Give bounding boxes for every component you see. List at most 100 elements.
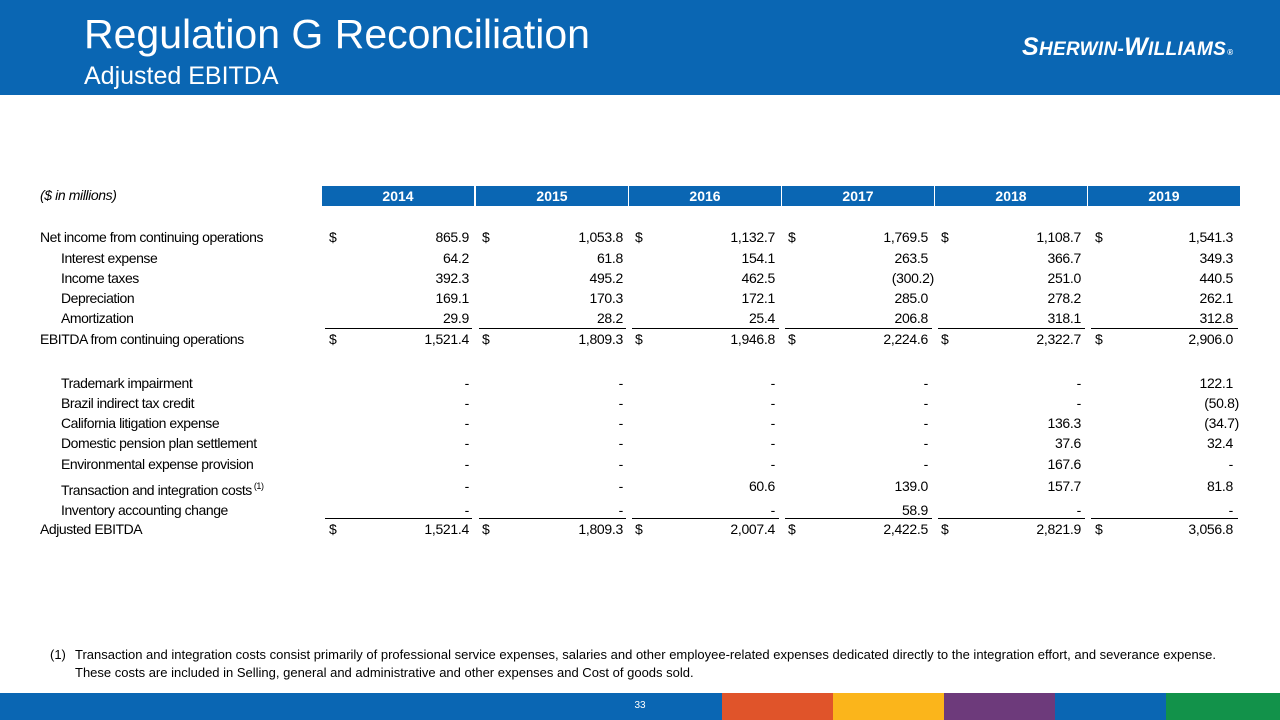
value-cell: 81.8: [1206, 478, 1233, 494]
row-label-text: Net income from continuing operations: [40, 229, 264, 245]
row-label-text: Amortization: [61, 310, 134, 326]
row-label: Transaction and integration costs (1): [61, 476, 264, 500]
value-cell: 1,769.5: [883, 229, 928, 245]
value-cell: -: [770, 415, 776, 431]
subtotal-rule: [785, 518, 932, 519]
year-header-2016: 2016: [629, 186, 782, 206]
value-cell: -: [770, 502, 776, 518]
value-cell: 2,821.9: [1036, 521, 1081, 537]
dollar-sign: $: [635, 331, 643, 347]
value-cell: -: [464, 375, 470, 391]
value-cell: -: [923, 415, 929, 431]
row-label-text: Domestic pension plan settlement: [61, 435, 257, 451]
table-row: EBITDA from continuing operations $1,521.…: [0, 329, 1280, 349]
subtotal-rule: [785, 328, 932, 329]
value-cell: 2,906.0: [1188, 331, 1233, 347]
row-label-text: Transaction and integration costs: [61, 482, 252, 498]
dollar-sign: $: [941, 331, 949, 347]
value-cell: -: [1076, 395, 1082, 411]
dollar-sign: $: [788, 331, 796, 347]
table-row: Amortization 29.9 28.2 25.4 206.8 318.1 312.8: [0, 308, 1280, 328]
value-cell: 1,053.8: [578, 229, 623, 245]
value-cell: 2,007.4: [730, 521, 775, 537]
dollar-sign: $: [482, 229, 490, 245]
table-row: California litigation expense - - - - 136.3 (3…: [0, 413, 1280, 433]
footnote-number: (1): [50, 647, 66, 662]
dollar-sign: $: [1095, 521, 1103, 537]
dollar-sign: $: [482, 331, 490, 347]
value-cell: 61.8: [596, 250, 623, 266]
dollar-sign: $: [635, 521, 643, 537]
year-header-2018: 2018: [935, 186, 1088, 206]
table-row: Transaction and integration costs (1) - - 60…: [0, 476, 1280, 498]
value-cell: 32.4: [1206, 435, 1233, 451]
value-cell: 37.6: [1054, 435, 1081, 451]
value-cell: -: [1076, 502, 1082, 518]
value-cell: 1,809.3: [578, 331, 623, 347]
row-label-text: Inventory accounting change: [61, 502, 228, 518]
value-cell: 318.1: [1047, 310, 1081, 326]
value-cell: (34.7): [1204, 415, 1239, 431]
value-cell: -: [923, 395, 929, 411]
value-cell: 1,132.7: [730, 229, 775, 245]
value-cell: 25.4: [748, 310, 775, 326]
dollar-sign: $: [788, 229, 796, 245]
value-cell: 1,809.3: [578, 521, 623, 537]
dollar-sign: $: [635, 229, 643, 245]
value-cell: 154.1: [741, 250, 775, 266]
footnote-text: Transaction and integration costs consis…: [75, 647, 1217, 680]
value-cell: 206.8: [894, 310, 928, 326]
dollar-sign: $: [788, 521, 796, 537]
row-label-text: EBITDA from continuing operations: [40, 331, 244, 347]
value-cell: 278.2: [1047, 290, 1081, 306]
units-label: ($ in millions): [40, 187, 117, 203]
page-subtitle: Adjusted EBITDA: [84, 62, 279, 90]
value-cell: 1,946.8: [730, 331, 775, 347]
value-cell: 495.2: [589, 270, 623, 286]
value-cell: 392.3: [435, 270, 469, 286]
footer-color-segment: [833, 693, 944, 720]
subtotal-rule: [938, 328, 1085, 329]
footer-bar: [0, 693, 1280, 720]
row-label: Income taxes: [61, 268, 139, 288]
table-row: Depreciation 169.1 170.3 172.1 285.0 278.2 262…: [0, 288, 1280, 308]
value-cell: 60.6: [748, 478, 775, 494]
value-cell: -: [618, 395, 624, 411]
value-cell: 3,056.8: [1188, 521, 1233, 537]
subtotal-rule: [1091, 518, 1238, 519]
value-cell: 349.3: [1199, 250, 1233, 266]
row-label: Trademark impairment: [61, 373, 193, 393]
table-row: Domestic pension plan settlement - - - - 37.6…: [0, 433, 1280, 453]
value-cell: 157.7: [1047, 478, 1081, 494]
row-label: Amortization: [61, 308, 134, 328]
value-cell: 170.3: [589, 290, 623, 306]
value-cell: 122.1: [1199, 375, 1233, 391]
value-cell: -: [618, 502, 624, 518]
value-cell: 440.5: [1199, 270, 1233, 286]
value-cell: 865.9: [435, 229, 469, 245]
value-cell: (50.8): [1204, 395, 1239, 411]
value-cell: 169.1: [435, 290, 469, 306]
value-cell: -: [1228, 502, 1234, 518]
value-cell: -: [618, 375, 624, 391]
value-cell: -: [770, 435, 776, 451]
value-cell: 263.5: [894, 250, 928, 266]
value-cell: 139.0: [894, 478, 928, 494]
value-cell: 262.1: [1199, 290, 1233, 306]
table-row: Inventory accounting change - - - 58.9 - -: [0, 500, 1280, 520]
sherwin-williams-logo: SHERWIN-WILLIAMS®: [1022, 33, 1234, 61]
value-cell: -: [464, 415, 470, 431]
year-header-2014: 2014: [322, 186, 475, 206]
row-label-text: Income taxes: [61, 270, 139, 286]
header-bar: Regulation G Reconciliation Adjusted EBI…: [0, 0, 1280, 95]
value-cell: -: [1076, 375, 1082, 391]
row-label-text: Adjusted EBITDA: [40, 521, 143, 537]
value-cell: 167.6: [1047, 456, 1081, 472]
value-cell: -: [464, 456, 470, 472]
dollar-sign: $: [482, 521, 490, 537]
row-label: Interest expense: [61, 248, 158, 268]
table-row: Environmental expense provision - - - - 167.6…: [0, 454, 1280, 474]
page-number: 33: [634, 700, 646, 711]
row-label-text: California litigation expense: [61, 415, 220, 431]
value-cell: -: [618, 415, 624, 431]
